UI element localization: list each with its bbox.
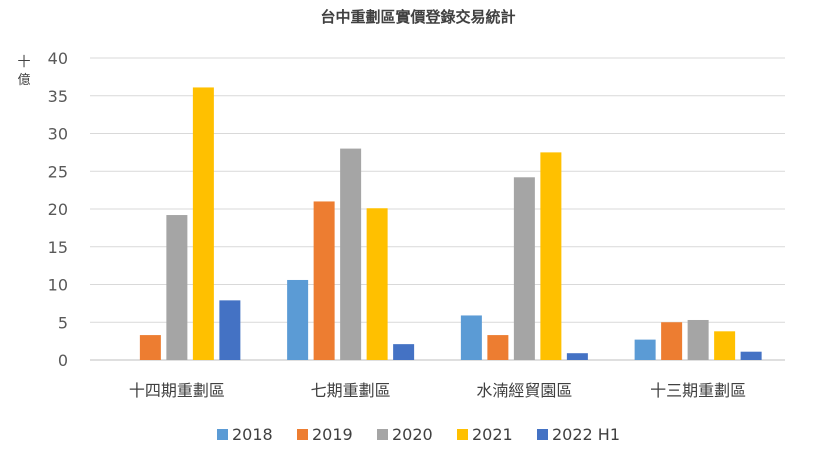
bar-2021 [540, 152, 562, 360]
legend-swatch [297, 429, 308, 440]
legend-label: 2022 H1 [552, 425, 620, 444]
bar-2020 [513, 177, 535, 360]
y-tick-label: 10 [48, 276, 68, 295]
y-axis-ticks: 0 5 10 15 20 25 30 35 40 [48, 49, 68, 370]
legend-swatch [217, 429, 228, 440]
bar-2020 [687, 319, 709, 360]
x-category-label: 水湳經貿園區 [476, 381, 572, 400]
bar-2019 [313, 201, 335, 360]
y-tick-label: 40 [48, 49, 68, 68]
bar-2018 [287, 279, 309, 360]
bar-2019 [487, 335, 509, 360]
bar-2022-h1 [393, 344, 415, 360]
y-tick-label: 30 [48, 125, 68, 144]
legend-swatch [537, 429, 548, 440]
legend: 2018 2019 2020 2021 2022 H1 [217, 425, 620, 444]
legend-label: 2021 [472, 425, 513, 444]
chart-title: 台中重劃區實價登錄交易統計 [320, 8, 515, 26]
legend-swatch [457, 429, 468, 440]
legend-swatch [377, 429, 388, 440]
y-axis-unit-label: 十億 [17, 55, 30, 88]
legend-label: 2019 [312, 425, 353, 444]
legend-label: 2018 [232, 425, 273, 444]
y-tick-label: 0 [58, 351, 68, 370]
bar-2021 [192, 87, 214, 360]
bar-2020 [166, 215, 188, 360]
y-tick-label: 35 [48, 87, 68, 106]
bars [139, 87, 762, 360]
x-category-label: 十四期重劃區 [129, 381, 225, 400]
y-tick-label: 20 [48, 200, 68, 219]
bar-2021 [366, 208, 388, 360]
y-tick-label: 25 [48, 162, 68, 181]
bar-2019 [661, 322, 683, 360]
legend-label: 2020 [392, 425, 433, 444]
category-labels: 十四期重劃區 七期重劃區 水湳經貿園區 十三期重劃區 [129, 381, 746, 400]
bar-2022-h1 [740, 351, 762, 360]
bar-2022-h1 [566, 353, 588, 360]
bar-2020 [340, 148, 362, 360]
x-category-label: 七期重劃區 [311, 381, 391, 400]
y-tick-label: 5 [58, 313, 68, 332]
bar-2021 [714, 331, 736, 360]
y-tick-label: 15 [48, 238, 68, 257]
bar-2018 [460, 315, 482, 360]
bar-2018 [634, 339, 656, 360]
bar-2019 [139, 335, 161, 360]
x-category-label: 十三期重劃區 [650, 381, 746, 400]
bar-2022-h1 [219, 300, 241, 360]
